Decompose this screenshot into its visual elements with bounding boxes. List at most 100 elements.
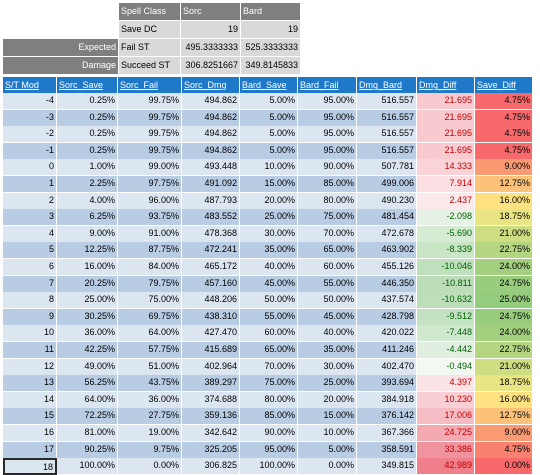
- cell-bard-save[interactable]: 85.00%: [240, 408, 298, 426]
- sorc-header[interactable]: Sorc: [181, 3, 241, 21]
- cell-sorc-fail[interactable]: 51.00%: [118, 358, 182, 376]
- cell-dmg-diff[interactable]: 4.397: [417, 375, 475, 393]
- cell-dmg-diff[interactable]: -7.448: [417, 325, 475, 343]
- cell-sorc-save[interactable]: 72.25%: [57, 408, 118, 426]
- header-dmg-diff[interactable]: Dmg_Diff: [417, 77, 475, 94]
- cell-bard-save[interactable]: 80.00%: [240, 391, 298, 409]
- cell-sorc-dmg[interactable]: 491.092: [182, 176, 240, 194]
- cell-dmg-bard[interactable]: 481.454: [357, 209, 417, 227]
- cell-sorc-save[interactable]: 90.25%: [57, 441, 118, 459]
- cell-bard-fail[interactable]: 5.00%: [298, 441, 357, 459]
- cell-sorc-fail[interactable]: 99.00%: [118, 159, 182, 177]
- cell-bard-save[interactable]: 90.00%: [240, 425, 298, 443]
- cell-sorc-fail[interactable]: 9.75%: [118, 441, 182, 459]
- cell-dmg-diff[interactable]: -9.512: [417, 308, 475, 326]
- cell-sorc-dmg[interactable]: 494.862: [182, 93, 240, 111]
- cell-sorc-dmg[interactable]: 494.862: [182, 126, 240, 144]
- cell-dmg-diff[interactable]: -5.690: [417, 225, 475, 243]
- cell-sorc-fail[interactable]: 19.00%: [118, 425, 182, 443]
- cell-dmg-bard[interactable]: 490.230: [357, 192, 417, 210]
- cell-sorc-dmg[interactable]: 415.689: [182, 342, 240, 360]
- cell-bard-fail[interactable]: 20.00%: [298, 391, 357, 409]
- cell-save-diff[interactable]: 24.75%: [475, 308, 533, 326]
- cell-save-diff[interactable]: 4.75%: [475, 441, 533, 459]
- cell-sorc-save[interactable]: 20.25%: [57, 275, 118, 293]
- succeed-st-sorc[interactable]: 306.8251667: [181, 57, 241, 75]
- cell-dmg-bard[interactable]: 446.350: [357, 275, 417, 293]
- cell-dmg-diff[interactable]: 7.914: [417, 176, 475, 194]
- cell-st-mod[interactable]: 5: [3, 242, 57, 260]
- cell-bard-fail[interactable]: 80.00%: [298, 192, 357, 210]
- cell-save-diff[interactable]: 0.00%: [475, 458, 533, 475]
- cell-dmg-diff[interactable]: -2.098: [417, 209, 475, 227]
- cell-sorc-save[interactable]: 49.00%: [57, 358, 118, 376]
- cell-sorc-save[interactable]: 100.00%: [57, 458, 118, 475]
- cell-sorc-dmg[interactable]: 389.297: [182, 375, 240, 393]
- cell-bard-fail[interactable]: 70.00%: [298, 225, 357, 243]
- header-bard-fail[interactable]: Bard_Fail: [298, 77, 357, 94]
- cell-bard-save[interactable]: 5.00%: [240, 142, 298, 160]
- cell-bard-save[interactable]: 70.00%: [240, 358, 298, 376]
- cell-bard-fail[interactable]: 95.00%: [298, 109, 357, 127]
- cell-dmg-bard[interactable]: 516.557: [357, 126, 417, 144]
- cell-st-mod[interactable]: 12: [3, 358, 57, 376]
- cell-dmg-bard[interactable]: 516.557: [357, 109, 417, 127]
- cell-bard-save[interactable]: 5.00%: [240, 126, 298, 144]
- cell-sorc-dmg[interactable]: 478.368: [182, 225, 240, 243]
- cell-sorc-dmg[interactable]: 438.310: [182, 308, 240, 326]
- cell-sorc-dmg[interactable]: 448.206: [182, 292, 240, 310]
- cell-sorc-dmg[interactable]: 483.552: [182, 209, 240, 227]
- cell-sorc-save[interactable]: 16.00%: [57, 259, 118, 277]
- cell-st-mod[interactable]: -3: [3, 109, 57, 127]
- cell-bard-fail[interactable]: 60.00%: [298, 259, 357, 277]
- fail-st-label[interactable]: Fail ST: [119, 39, 181, 57]
- cell-dmg-diff[interactable]: -4.442: [417, 342, 475, 360]
- spell-class-header[interactable]: Spell Class: [119, 3, 181, 21]
- cell-save-diff[interactable]: 4.75%: [475, 142, 533, 160]
- cell-sorc-save[interactable]: 25.00%: [57, 292, 118, 310]
- cell-bard-fail[interactable]: 55.00%: [298, 275, 357, 293]
- cell-bard-save[interactable]: 30.00%: [240, 225, 298, 243]
- save-dc-bard[interactable]: 19: [241, 21, 301, 39]
- cell-sorc-dmg[interactable]: 487.793: [182, 192, 240, 210]
- cell-bard-save[interactable]: 55.00%: [240, 308, 298, 326]
- cell-dmg-bard[interactable]: 367.366: [357, 425, 417, 443]
- cell-sorc-save[interactable]: 30.25%: [57, 308, 118, 326]
- header-sorc-save[interactable]: Sorc_Save: [57, 77, 118, 94]
- cell-dmg-bard[interactable]: 420.022: [357, 325, 417, 343]
- cell-st-mod[interactable]: 10: [3, 325, 57, 343]
- cell-bard-fail[interactable]: 75.00%: [298, 209, 357, 227]
- cell-bard-fail[interactable]: 25.00%: [298, 375, 357, 393]
- cell-sorc-fail[interactable]: 64.00%: [118, 325, 182, 343]
- cell-save-diff[interactable]: 22.75%: [475, 342, 533, 360]
- bard-header[interactable]: Bard: [241, 3, 301, 21]
- succeed-st-bard[interactable]: 349.8145833: [241, 57, 301, 75]
- cell-sorc-fail[interactable]: 57.75%: [118, 342, 182, 360]
- header-sorc-dmg[interactable]: Sorc_Dmg: [182, 77, 240, 94]
- cell-st-mod[interactable]: 7: [3, 275, 57, 293]
- cell-dmg-diff[interactable]: 21.695: [417, 142, 475, 160]
- cell-sorc-fail[interactable]: 79.75%: [118, 275, 182, 293]
- header-bard-save[interactable]: Bard_Save: [240, 77, 298, 94]
- cell-save-diff[interactable]: 21.00%: [475, 358, 533, 376]
- cell-bard-fail[interactable]: 30.00%: [298, 358, 357, 376]
- cell-sorc-dmg[interactable]: 427.470: [182, 325, 240, 343]
- cell-bard-save[interactable]: 35.00%: [240, 242, 298, 260]
- cell-bard-save[interactable]: 95.00%: [240, 441, 298, 459]
- cell-sorc-dmg[interactable]: 465.172: [182, 259, 240, 277]
- save-dc-sorc[interactable]: 19: [181, 21, 241, 39]
- cell-st-mod[interactable]: 1: [3, 176, 57, 194]
- cell-bard-save[interactable]: 65.00%: [240, 342, 298, 360]
- cell-dmg-diff[interactable]: -10.811: [417, 275, 475, 293]
- cell-bard-save[interactable]: 75.00%: [240, 375, 298, 393]
- cell-sorc-save[interactable]: 2.25%: [57, 176, 118, 194]
- cell-sorc-fail[interactable]: 0.00%: [118, 458, 182, 475]
- cell-dmg-bard[interactable]: 463.902: [357, 242, 417, 260]
- cell-bard-fail[interactable]: 65.00%: [298, 242, 357, 260]
- cell-sorc-save[interactable]: 0.25%: [57, 93, 118, 111]
- cell-dmg-bard[interactable]: 516.557: [357, 142, 417, 160]
- cell-bard-fail[interactable]: 85.00%: [298, 176, 357, 194]
- cell-dmg-diff[interactable]: 21.695: [417, 93, 475, 111]
- cell-dmg-bard[interactable]: 516.557: [357, 93, 417, 111]
- cell-st-mod[interactable]: 16: [3, 425, 57, 443]
